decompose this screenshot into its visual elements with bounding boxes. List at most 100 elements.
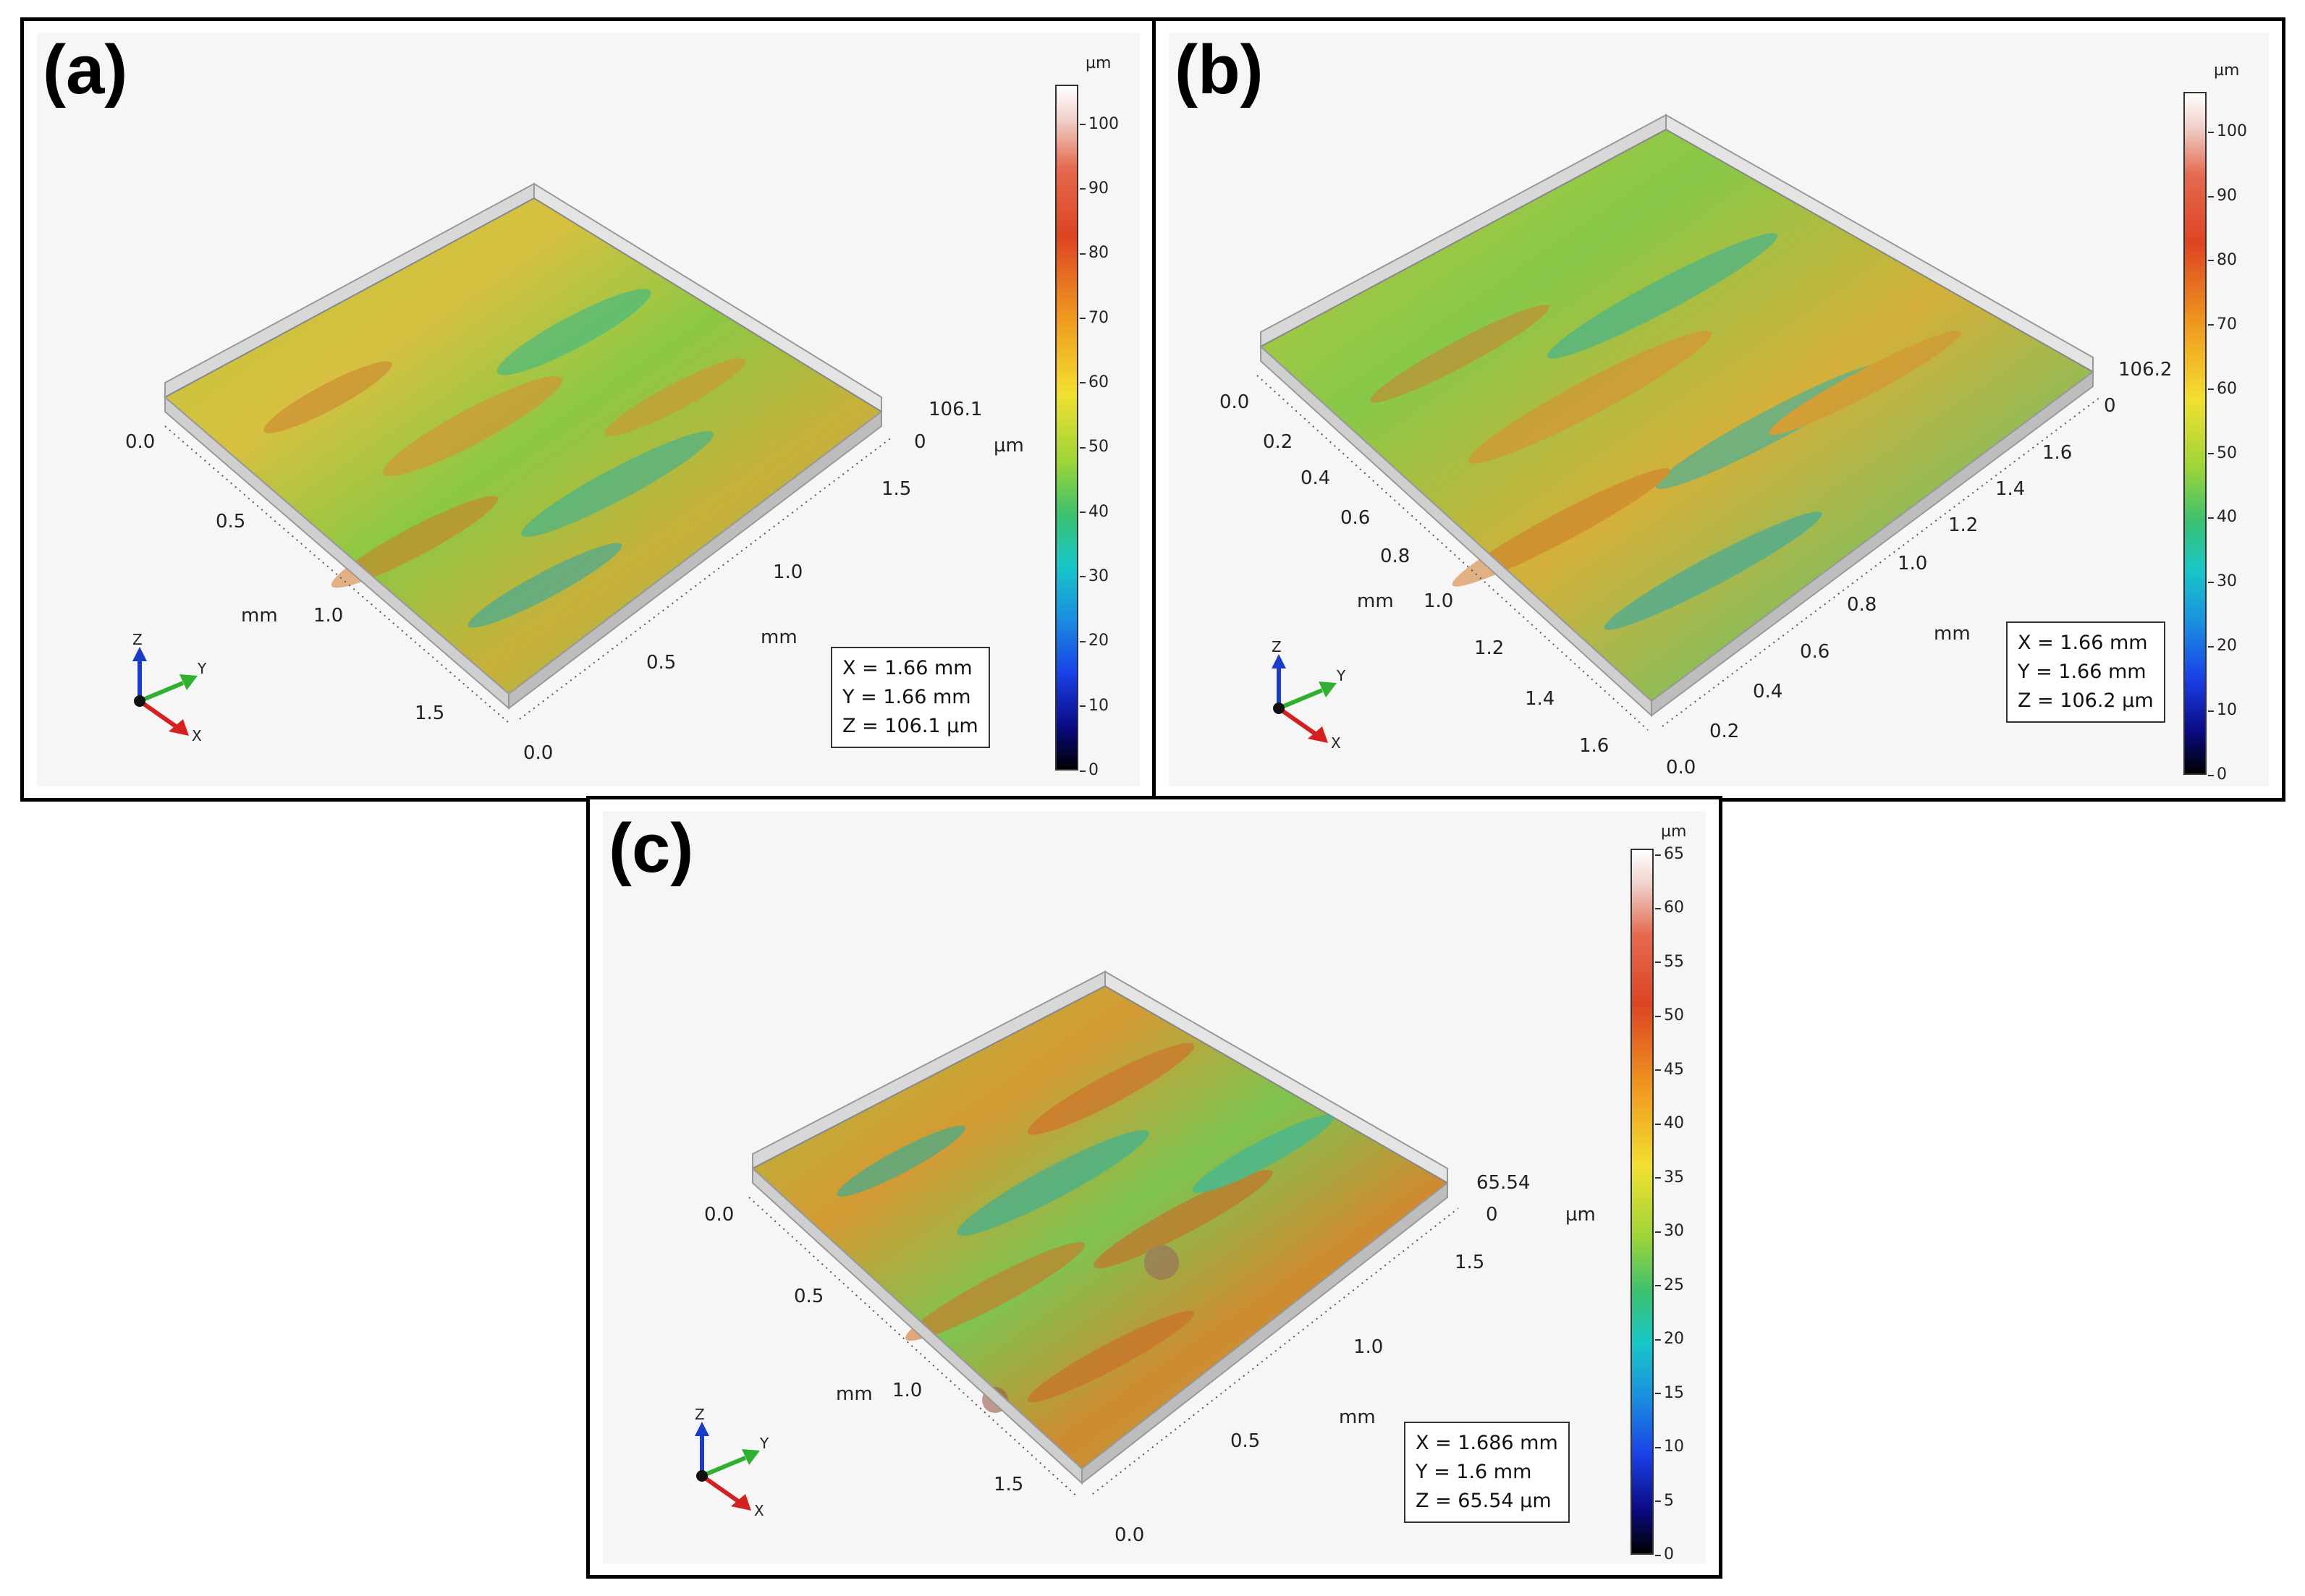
colorbar-tick-label: 50 — [1655, 1006, 1684, 1025]
right-axis-tick: 1.0 — [1353, 1336, 1383, 1358]
left-axis-ticks — [164, 425, 509, 723]
right-axis-tick: 0.5 — [1230, 1430, 1260, 1452]
left-axis-tick: 0.0 — [1219, 391, 1249, 413]
colorbar-tick-label: 80 — [2208, 250, 2237, 269]
surface-texture — [837, 1043, 1334, 1413]
panel-a: 0.0 0.5 1.0 1.5 mm 0.0 0.5 1.0 1.5 mm 10… — [20, 17, 1156, 802]
left-axis-ticks — [1256, 375, 1649, 731]
right-axis-tick: 0.0 — [1115, 1524, 1144, 1546]
dimension-info-box: X = 1.66 mm Y = 1.66 mm Z = 106.1 µm — [831, 647, 990, 748]
dimension-info-box: X = 1.686 mm Y = 1.6 mm Z = 65.54 µm — [1404, 1422, 1570, 1523]
colorbar-tick-label: 55 — [1655, 952, 1684, 971]
svg-text:Z: Z — [1272, 638, 1282, 655]
colorbar-tick-label: 60 — [1080, 373, 1109, 391]
left-axis-tick: 1.2 — [1474, 637, 1504, 659]
colorbar-tick-label: 100 — [2208, 122, 2247, 141]
left-axis-tick: 1.0 — [313, 605, 343, 627]
panel-label: (b) — [1175, 31, 1264, 109]
colorbar-tick-label: 0 — [2208, 765, 2227, 784]
right-axis-tick: 1.6 — [2042, 442, 2072, 464]
surface-texture — [1370, 233, 1961, 630]
svg-text:X: X — [192, 727, 202, 744]
colorbar-tick-label: 20 — [1080, 632, 1109, 650]
left-axis-tick: 0.8 — [1380, 546, 1410, 567]
z-min-label: 0 — [1486, 1204, 1498, 1226]
left-axis-unit: mm — [241, 605, 278, 627]
svg-text:Y: Y — [759, 1435, 769, 1452]
svg-text:Z: Z — [695, 1406, 705, 1423]
right-axis-tick: 0.0 — [1666, 757, 1696, 778]
left-axis-tick: 0.4 — [1300, 467, 1330, 489]
colorbar-tick-label: 0 — [1080, 761, 1099, 779]
dimension-info-box: X = 1.66 mm Y = 1.66 mm Z = 106.2 µm — [2006, 621, 2165, 723]
svg-text:X: X — [754, 1502, 764, 1519]
right-axis-tick: 1.4 — [1995, 478, 2025, 500]
colorbar-tick-label: 90 — [1080, 179, 1109, 198]
z-min-label: 0 — [2104, 395, 2116, 417]
colorbar-tick-label: 0 — [1655, 1545, 1674, 1563]
right-axis-tick: 1.5 — [881, 478, 911, 500]
colorbar-tick-label: 10 — [1655, 1438, 1684, 1456]
right-axis-tick: 1.0 — [1898, 553, 1927, 574]
left-axis-ticks — [748, 1197, 1079, 1498]
right-axis-unit: mm — [1934, 623, 1971, 645]
colorbar-tick-label: 5 — [1655, 1491, 1674, 1510]
z-unit-label: µm — [1565, 1204, 1596, 1226]
info-y: Y = 1.66 mm — [842, 686, 971, 708]
right-axis-tick: 1.0 — [773, 561, 803, 583]
axis-triad: Z Y X — [1272, 638, 1346, 752]
right-axis-ticks — [1092, 1207, 1459, 1495]
colorbar-tick-label: 40 — [2208, 508, 2237, 527]
right-axis-tick: 0.0 — [523, 742, 553, 764]
right-axis-tick: 1.2 — [1948, 514, 1978, 536]
colorbar-tick-label: 100 — [1080, 114, 1119, 133]
z-max-label: 106.1 — [929, 399, 982, 420]
colorbar-tick-label: 70 — [1080, 308, 1109, 327]
left-axis-tick: 1.6 — [1579, 735, 1609, 757]
colorbar-tick-label: 50 — [1080, 438, 1109, 457]
colorbar-tick-label: 10 — [1080, 696, 1109, 715]
colorbar-tick-label: 80 — [1080, 244, 1109, 263]
info-x: X = 1.686 mm — [1416, 1432, 1558, 1454]
left-axis-tick: 1.0 — [892, 1380, 922, 1401]
right-axis-tick: 0.5 — [646, 652, 676, 674]
front-wall-right — [1081, 1181, 1448, 1485]
svg-text:Z: Z — [132, 631, 143, 648]
colorbar-tick-label: 35 — [1655, 1168, 1684, 1187]
info-x: X = 1.66 mm — [842, 657, 973, 679]
colorbar: µm 100 90 80 70 60 50 40 30 20 10 0 — [2183, 50, 2263, 788]
info-z: Z = 106.1 µm — [842, 715, 978, 737]
info-z: Z = 106.2 µm — [2018, 689, 2154, 712]
panel-label: (a) — [43, 31, 128, 109]
z-max-label: 106.2 — [2118, 359, 2172, 381]
surface-plot-a: 0.0 0.5 1.0 1.5 mm 0.0 0.5 1.0 1.5 mm 10… — [125, 182, 1024, 764]
colorbar-tick-label: 90 — [2208, 187, 2237, 205]
colorbar-tick-label: 40 — [1080, 502, 1109, 521]
right-axis-tick: 0.6 — [1800, 641, 1830, 663]
colorbar-tick-label: 15 — [1655, 1383, 1684, 1402]
right-axis-tick: 0.4 — [1753, 681, 1782, 703]
surface-b — [1259, 128, 2094, 703]
colorbar-tick-label: 45 — [1655, 1060, 1684, 1079]
info-y: Y = 1.66 mm — [2018, 661, 2147, 683]
left-axis-tick: 1.0 — [1424, 590, 1453, 612]
right-axis-tick: 1.5 — [1455, 1252, 1484, 1273]
z-unit-label: µm — [994, 435, 1024, 457]
surface-plot-b: 0.0 0.2 0.4 0.6 0.8 1.0 1.2 1.4 1.6 mm 0… — [1219, 114, 2172, 778]
axis-triad: Z Y X — [132, 631, 207, 744]
svg-text:Y: Y — [1336, 667, 1346, 684]
colorbar-tick-label: 40 — [1655, 1114, 1684, 1133]
colorbar-tick-label: 50 — [2208, 443, 2237, 462]
left-axis-tick: 0.2 — [1263, 431, 1293, 453]
left-axis-tick: 1.5 — [994, 1474, 1023, 1495]
info-x: X = 1.66 mm — [2018, 632, 2148, 654]
colorbar-tick-label: 30 — [1655, 1222, 1684, 1241]
panel-c: 0.0 0.5 1.0 1.5 mm 0.0 0.5 1.0 1.5 mm 65… — [586, 796, 1722, 1579]
info-z: Z = 65.54 µm — [1416, 1490, 1552, 1512]
surface-texture — [263, 289, 746, 628]
colorbar-tick-label: 30 — [2208, 572, 2237, 591]
svg-text:X: X — [1331, 734, 1341, 752]
left-axis-tick: 0.0 — [704, 1204, 734, 1226]
svg-text:Y: Y — [197, 660, 207, 677]
left-axis-tick: 1.4 — [1525, 688, 1555, 710]
